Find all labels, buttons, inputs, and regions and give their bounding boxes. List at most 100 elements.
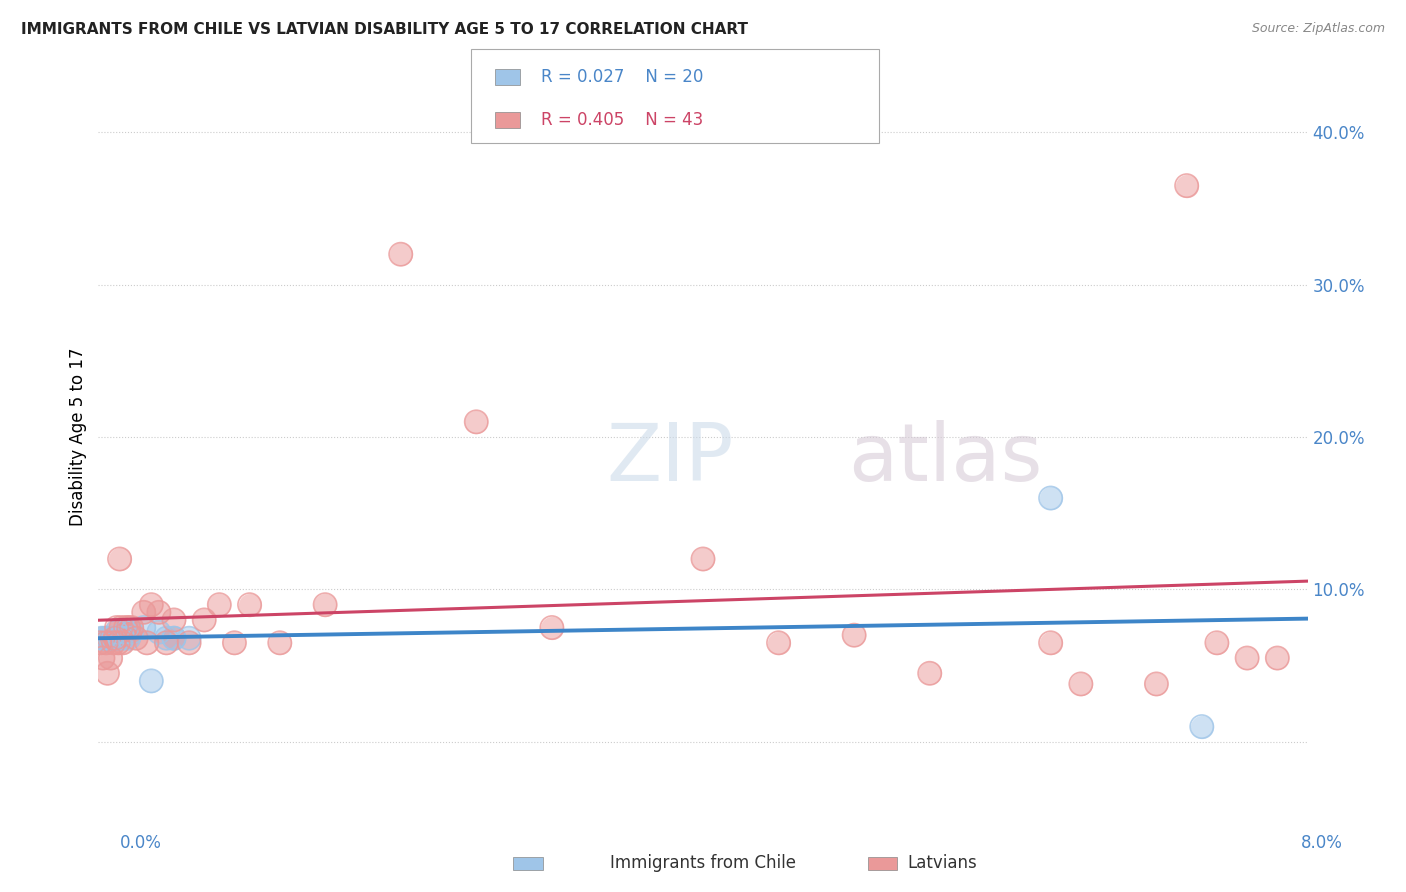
Point [148, 625, 170, 640]
Point [89, 636, 111, 650]
Point [163, 632, 186, 646]
Point [93, 632, 115, 646]
Point [100, 632, 122, 646]
Point [121, 625, 143, 640]
Point [155, 636, 177, 650]
Point [96, 666, 118, 681]
Point [141, 598, 163, 612]
Point [118, 621, 141, 635]
Point [108, 632, 131, 646]
Point [269, 636, 291, 650]
Point [141, 673, 163, 688]
Point [132, 605, 155, 619]
Point [108, 552, 131, 566]
Point [1236, 651, 1258, 665]
Point [111, 636, 134, 650]
Point [103, 632, 125, 646]
Point [111, 632, 134, 646]
Point [103, 636, 125, 650]
Point [107, 636, 129, 650]
Text: atlas: atlas [848, 420, 1042, 498]
Point [100, 651, 122, 665]
Point [1039, 636, 1062, 650]
Text: Immigrants from Chile: Immigrants from Chile [610, 855, 796, 872]
Point [89, 636, 111, 650]
Point [155, 632, 177, 646]
Point [90, 632, 112, 646]
Point [224, 636, 246, 650]
Text: R = 0.027    N = 20: R = 0.027 N = 20 [541, 69, 703, 87]
Text: ZIP: ZIP [606, 420, 734, 498]
Point [918, 666, 941, 681]
Point [239, 598, 262, 612]
Point [94, 636, 117, 650]
Point [1267, 651, 1289, 665]
Point [1146, 677, 1168, 691]
Point [96, 632, 118, 646]
Point [844, 628, 866, 642]
Point [132, 621, 155, 635]
Text: R = 0.405    N = 43: R = 0.405 N = 43 [541, 111, 703, 128]
Point [1146, 677, 1168, 691]
Point [110, 621, 132, 635]
Point [179, 632, 201, 646]
Point [179, 632, 201, 646]
Point [1070, 677, 1092, 691]
Point [1267, 651, 1289, 665]
Point [540, 621, 562, 635]
Point [1175, 178, 1198, 193]
Point [163, 613, 186, 627]
Y-axis label: Disability Age 5 to 17: Disability Age 5 to 17 [69, 348, 87, 526]
Point [114, 625, 136, 640]
Point [540, 621, 562, 635]
Point [105, 621, 128, 635]
Point [111, 632, 134, 646]
Point [1039, 636, 1062, 650]
Point [1191, 720, 1213, 734]
Point [93, 632, 115, 646]
Point [148, 625, 170, 640]
Point [918, 666, 941, 681]
Point [118, 621, 141, 635]
Point [114, 621, 136, 635]
Point [94, 636, 117, 650]
Point [105, 621, 128, 635]
Point [208, 598, 231, 612]
Point [768, 636, 790, 650]
Point [114, 621, 136, 635]
Point [1206, 636, 1229, 650]
Point [148, 605, 170, 619]
Point [103, 632, 125, 646]
Point [239, 598, 262, 612]
Point [105, 625, 128, 640]
Point [91, 651, 114, 665]
Point [141, 673, 163, 688]
Point [111, 636, 134, 650]
Text: Source: ZipAtlas.com: Source: ZipAtlas.com [1251, 22, 1385, 36]
Point [132, 605, 155, 619]
Text: IMMIGRANTS FROM CHILE VS LATVIAN DISABILITY AGE 5 TO 17 CORRELATION CHART: IMMIGRANTS FROM CHILE VS LATVIAN DISABIL… [21, 22, 748, 37]
Point [121, 621, 143, 635]
Point [132, 621, 155, 635]
Point [114, 625, 136, 640]
Point [465, 415, 488, 429]
Point [224, 636, 246, 650]
Point [692, 552, 714, 566]
Point [100, 632, 122, 646]
Point [148, 605, 170, 619]
Point [96, 632, 118, 646]
Point [125, 632, 148, 646]
Point [1039, 491, 1062, 505]
Point [692, 552, 714, 566]
Point [163, 613, 186, 627]
Point [389, 247, 412, 261]
Point [269, 636, 291, 650]
Point [844, 628, 866, 642]
Point [91, 651, 114, 665]
Point [135, 636, 157, 650]
Point [121, 625, 143, 640]
Point [1236, 651, 1258, 665]
Point [118, 632, 141, 646]
Point [465, 415, 488, 429]
Point [768, 636, 790, 650]
